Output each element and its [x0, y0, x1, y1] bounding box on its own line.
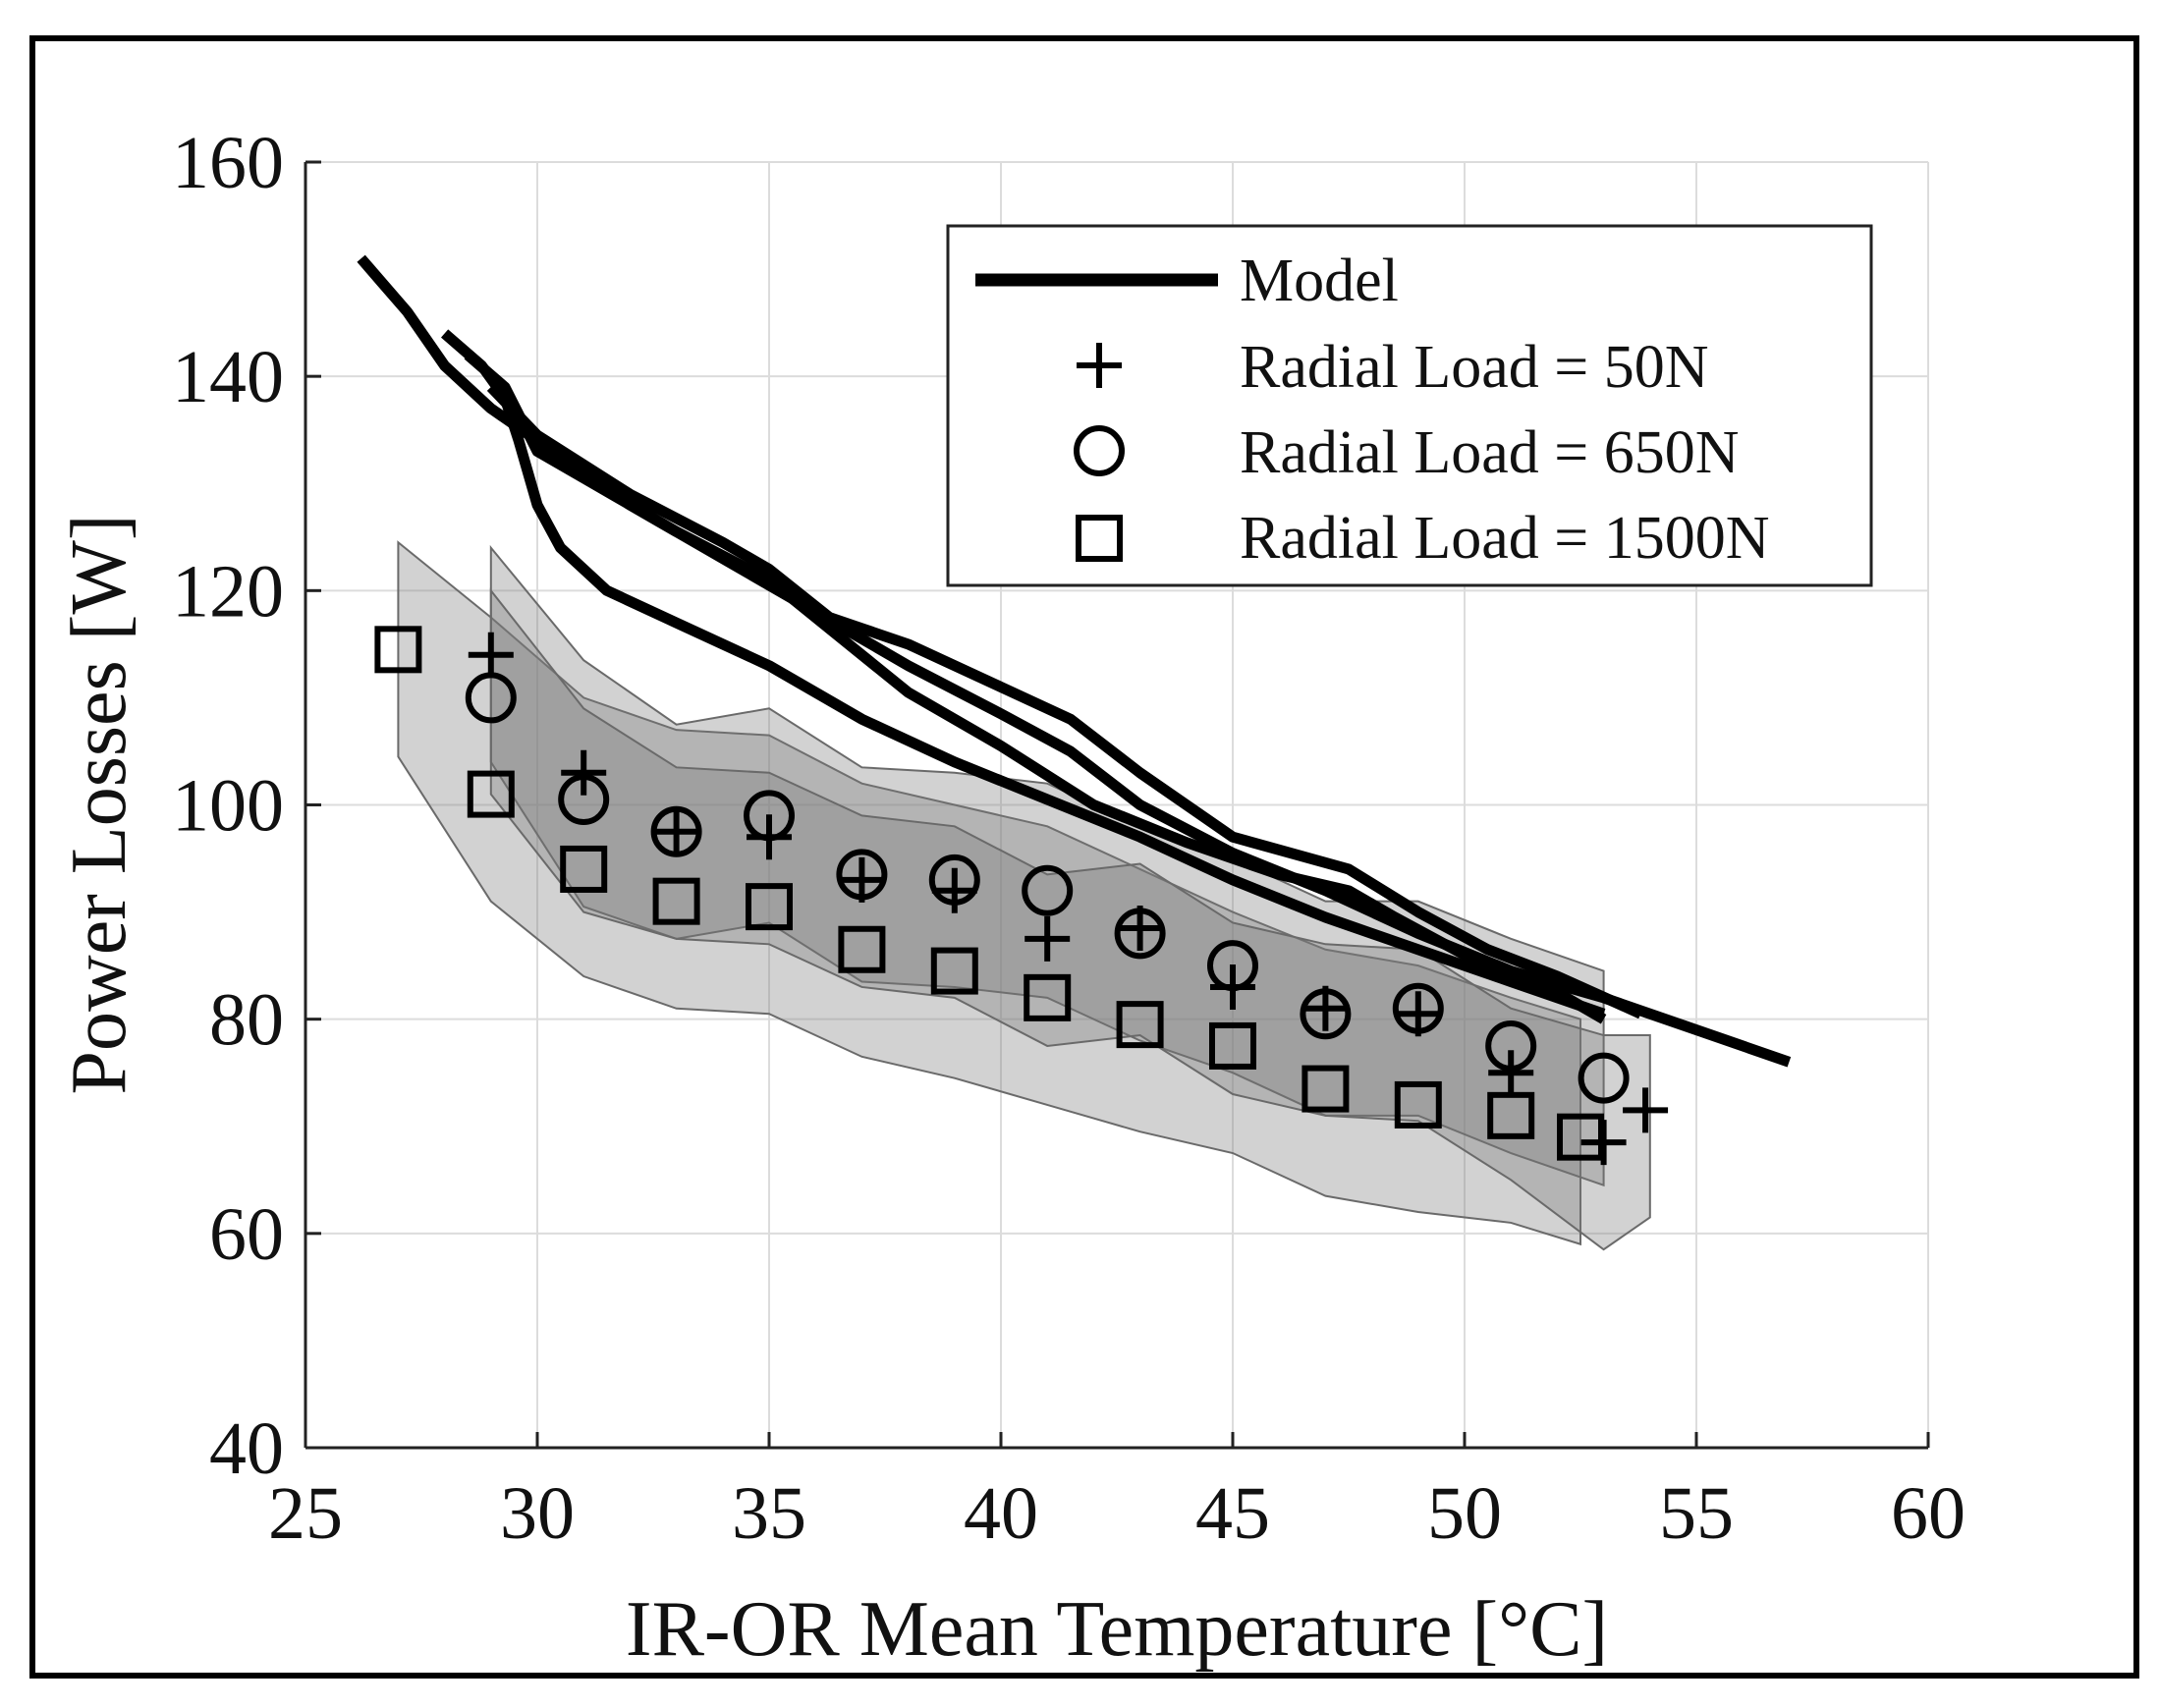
x-tick-label: 35	[732, 1472, 806, 1555]
marker-1500n	[1487, 1091, 1535, 1139]
marker-50n	[561, 749, 607, 796]
legend-label-model: Model	[1240, 248, 1399, 314]
marker-650n	[1022, 864, 1074, 916]
y-tick-label: 80	[209, 979, 284, 1062]
model-curve	[486, 383, 1643, 1019]
x-tick-label: 40	[964, 1472, 1038, 1555]
x-tick-label: 50	[1427, 1472, 1502, 1555]
marker-1500n	[1394, 1080, 1442, 1129]
band-1500N	[397, 540, 1581, 1246]
y-tick-label: 100	[172, 765, 284, 848]
x-tick-label: 60	[1891, 1472, 1966, 1555]
marker-50n	[1488, 1050, 1534, 1096]
marker-650n	[928, 854, 980, 906]
marker-650n	[1392, 982, 1444, 1034]
marker-650n	[1207, 940, 1258, 992]
x-tick-label: 30	[500, 1472, 575, 1555]
marker-1500n	[746, 883, 793, 931]
marker-1500n	[652, 877, 700, 925]
data-markers	[374, 626, 1669, 1166]
marker-50n	[931, 867, 977, 913]
marker-50n	[1025, 915, 1071, 962]
x-tick-label: 45	[1195, 1472, 1270, 1555]
y-tick-label: 160	[172, 122, 284, 204]
marker-1500n	[838, 925, 886, 973]
y-tick-label: 40	[209, 1407, 284, 1490]
legend-label-50n: Radial Load = 50N	[1240, 334, 1708, 401]
legend-square-marker	[1076, 515, 1123, 562]
x-axis-title: IR-OR Mean Temperature [°C]	[626, 1586, 1608, 1673]
legend-circle-marker	[1074, 425, 1125, 476]
marker-650n	[1114, 908, 1166, 960]
marker-1500n	[1116, 1001, 1164, 1049]
marker-650n	[558, 774, 610, 826]
legend-label-1500n: Radial Load = 1500N	[1240, 505, 1769, 572]
marker-650n	[836, 849, 888, 901]
marker-650n	[650, 805, 702, 857]
marker-650n	[1485, 1019, 1537, 1072]
marker-50n	[653, 808, 699, 854]
legend-label-650n: Radial Load = 650N	[1240, 419, 1739, 486]
y-axis-title: Power Losses [W]	[56, 515, 142, 1095]
marker-650n	[465, 672, 517, 724]
band-50N	[489, 587, 1651, 1251]
marker-1500n	[1302, 1065, 1350, 1113]
y-tick-label: 60	[209, 1193, 284, 1276]
x-tick-label: 25	[268, 1472, 343, 1555]
marker-1500n	[467, 770, 515, 818]
legend-plus-marker	[1077, 343, 1122, 388]
marker-50n	[468, 632, 514, 678]
model-curve	[440, 329, 1606, 1019]
model-curve	[464, 351, 1607, 1024]
marker-650n	[1300, 988, 1352, 1040]
x-ticks: 25 30 35 40 45 50 55 60	[268, 1432, 1966, 1555]
y-tick-label: 120	[172, 550, 284, 633]
marker-50n	[1623, 1087, 1669, 1133]
marker-1500n	[374, 626, 422, 674]
x-tick-label: 55	[1659, 1472, 1734, 1555]
y-tick-label: 140	[172, 336, 284, 418]
model-curves	[357, 254, 1792, 1068]
marker-1500n	[1024, 973, 1072, 1021]
y-ticks: 40 60 80 100 120 140 160	[172, 122, 321, 1490]
marker-1500n	[560, 845, 608, 893]
marker-650n	[1578, 1052, 1630, 1104]
legend: Model Radial Load = 50N Radial Load = 65…	[946, 224, 1873, 587]
marker-650n	[744, 790, 795, 842]
marker-1500n	[1209, 1021, 1256, 1070]
marker-1500n	[1557, 1113, 1604, 1161]
marker-1500n	[930, 947, 978, 995]
